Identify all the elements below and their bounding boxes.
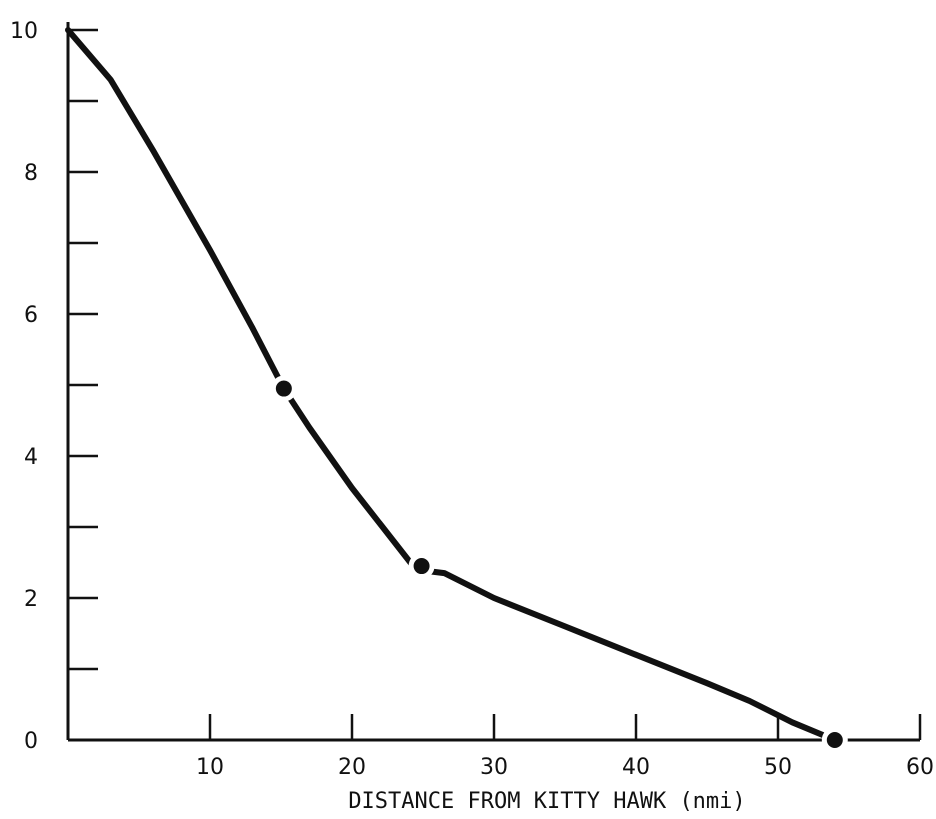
x-tick-label: 30 — [480, 755, 508, 780]
y-tick-label: 8 — [24, 161, 38, 186]
markers — [270, 375, 848, 753]
y-tick-label: 10 — [10, 19, 38, 44]
x-tick-label: 60 — [906, 755, 934, 780]
y-tick-label: 0 — [24, 729, 38, 754]
x-axis-title: DISTANCE FROM KITTY HAWK (nmi) — [348, 789, 745, 814]
x-tick-label: 10 — [196, 755, 224, 780]
data-point-marker — [826, 732, 843, 748]
series — [65, 27, 838, 743]
x-tick-label: 20 — [338, 755, 366, 780]
y-tick-label: 2 — [24, 587, 38, 612]
y-tick-label: 4 — [24, 445, 38, 470]
tick-labels: 10 20 30 40 50 60 0 2 4 6 8 10 — [10, 19, 934, 780]
ticks — [68, 28, 922, 742]
y-tick-label: 6 — [24, 303, 38, 328]
x-tick-label: 50 — [764, 755, 792, 780]
data-point-marker — [413, 558, 430, 575]
axes — [66, 22, 920, 742]
x-tick-label: 40 — [622, 755, 650, 780]
data-point-marker — [275, 380, 292, 397]
series-line — [65, 27, 838, 743]
